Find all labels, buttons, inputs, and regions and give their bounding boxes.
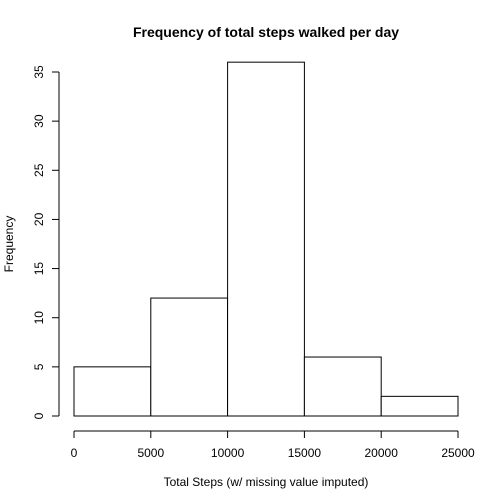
histogram-bar-4 (380, 395, 459, 417)
histogram-bar-2 (227, 61, 305, 417)
bars-group (73, 61, 459, 417)
y-axis-label: Frequency (2, 216, 16, 273)
y-tick-label: 25 (32, 163, 46, 177)
y-tick-label: 20 (32, 212, 46, 226)
y-tick-label: 35 (32, 65, 46, 79)
x-tick-label: 5000 (137, 446, 164, 460)
x-axis-label: Total Steps (w/ missing value imputed) (164, 475, 369, 489)
x-tick-label: 0 (71, 446, 78, 460)
x-tick-label: 25000 (441, 446, 475, 460)
x-tick-label: 15000 (288, 446, 322, 460)
y-axis: 0 5 10 15 20 25 30 35 (32, 65, 60, 419)
y-tick-label: 30 (32, 114, 46, 128)
y-tick-label: 10 (32, 311, 46, 325)
histogram-bar-1 (150, 297, 229, 417)
chart-title: Frequency of total steps walked per day (133, 24, 399, 40)
y-tick-label: 0 (32, 412, 46, 419)
y-tick-label: 5 (32, 363, 46, 370)
x-tick-label: 10000 (211, 446, 245, 460)
x-axis: 0 5000 10000 15000 20000 25000 (71, 430, 475, 460)
histogram-bar-3 (303, 356, 382, 417)
histogram-bar-0 (73, 366, 152, 417)
y-tick-label: 15 (32, 262, 46, 276)
x-tick-label: 20000 (365, 446, 399, 460)
